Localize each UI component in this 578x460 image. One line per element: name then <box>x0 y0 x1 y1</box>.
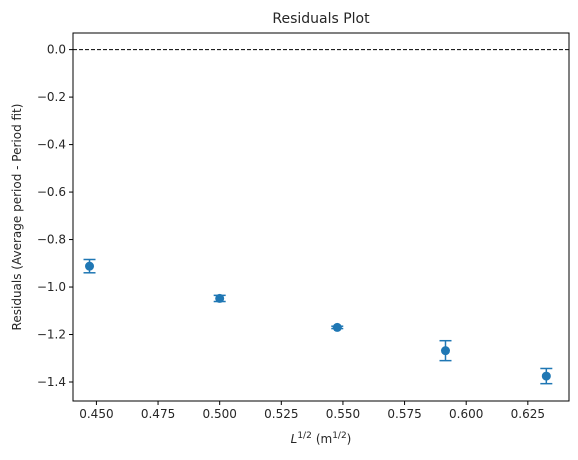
y-tick-label: −0.2 <box>37 90 66 104</box>
y-tick-label: −1.4 <box>37 375 66 389</box>
x-axis-unit-exponent: 1/2 <box>332 431 346 441</box>
y-tick-label: −1.2 <box>37 328 66 342</box>
data-point <box>85 261 95 271</box>
y-tick-label: −0.4 <box>37 138 66 152</box>
plot-frame <box>72 32 570 402</box>
data-point <box>332 322 342 332</box>
x-tick-label: 0.450 <box>79 407 113 421</box>
x-axis-title: L1/2 (m1/2) <box>291 431 352 446</box>
data-point <box>440 346 450 356</box>
x-tick-label: 0.625 <box>511 407 545 421</box>
y-tick-label: −0.6 <box>37 185 66 199</box>
x-tick-label: 0.575 <box>387 407 421 421</box>
x-axis-symbol: L <box>291 432 298 446</box>
x-axis-exponent: 1/2 <box>297 431 311 441</box>
x-tick-label: 0.600 <box>449 407 483 421</box>
y-tick-label: −0.8 <box>37 233 66 247</box>
x-tick-label: 0.475 <box>141 407 175 421</box>
axis-layer: 0.450 0.475 0.500 0.525 0.550 0.575 0.600 0.625… <box>37 32 570 421</box>
x-axis-unit-open: (m <box>316 432 332 446</box>
x-tick-label: 0.525 <box>264 407 298 421</box>
data-point <box>215 293 225 303</box>
y-axis-title: Residuals (Average period - Period fit) <box>10 104 24 331</box>
y-tick-label: −1.0 <box>37 280 66 294</box>
chart-title: Residuals Plot <box>272 11 370 27</box>
x-tick-label: 0.550 <box>326 407 360 421</box>
plot-layer <box>73 49 569 385</box>
x-axis-unit-close: ) <box>347 432 352 446</box>
x-tick-label: 0.500 <box>203 407 237 421</box>
data-point <box>541 371 551 381</box>
y-tick-label: 0.0 <box>47 43 66 57</box>
